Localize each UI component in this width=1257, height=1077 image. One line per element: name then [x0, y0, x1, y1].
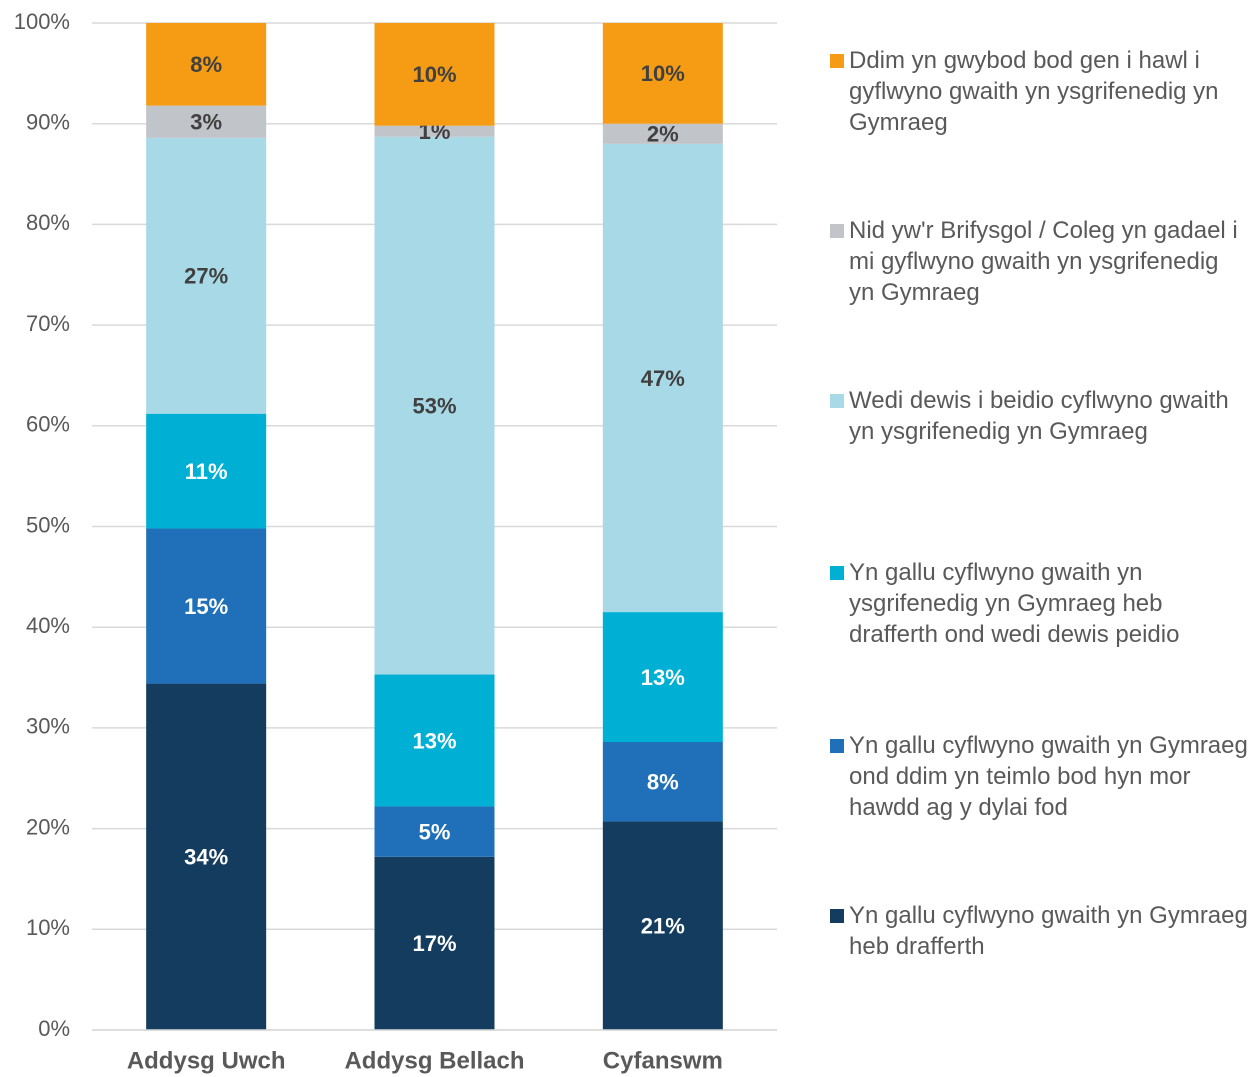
bar-segment: [374, 23, 495, 126]
y-tick-label: 100%: [14, 9, 70, 34]
legend-label: Yn gallu cyflwyno gwaith yn ysgrifenedig…: [849, 559, 1180, 648]
legend-swatch: [830, 394, 844, 408]
x-tick-label: Addysg Uwch: [127, 1047, 286, 1074]
y-tick-label: 0%: [38, 1016, 70, 1041]
y-tick-label: 40%: [26, 613, 70, 638]
x-tick-label: Cyfanswm: [603, 1047, 723, 1074]
bar-segment: [146, 683, 267, 1030]
y-tick-label: 90%: [26, 110, 70, 135]
legend-label: Yn gallu cyflwyno gwaith yn Gymraeg ond …: [849, 732, 1248, 821]
legend-entry: Ddim yn gwybod bod gen i hawl i gyflwyno…: [830, 45, 1250, 138]
data-label: 34%: [184, 845, 228, 870]
data-label: 17%: [412, 931, 456, 956]
bar-segment: [602, 821, 723, 1030]
y-tick-label: 70%: [26, 311, 70, 336]
data-label: 3%: [190, 109, 222, 134]
data-label: 53%: [412, 393, 456, 418]
y-tick-label: 50%: [26, 512, 70, 537]
bar-segment: [602, 143, 723, 613]
bar-segment: [602, 741, 723, 822]
bar-segment: [146, 137, 267, 414]
legend-swatch: [830, 909, 844, 923]
x-tick-label: Addysg Bellach: [344, 1047, 524, 1074]
data-label: 15%: [184, 594, 228, 619]
legend-entry: Yn gallu cyflwyno gwaith yn Gymraeg heb …: [830, 900, 1250, 962]
data-label: 10%: [641, 61, 685, 86]
data-label: 13%: [641, 665, 685, 690]
bar-segment: [374, 856, 495, 1030]
data-label: 21%: [641, 914, 685, 939]
y-tick-label: 20%: [26, 814, 70, 839]
bar-segment: [602, 23, 723, 124]
bar-segment: [146, 528, 267, 684]
data-label: 13%: [412, 728, 456, 753]
legend-label: Nid yw'r Brifysgol / Coleg yn gadael i m…: [849, 217, 1238, 306]
legend-entry: Wedi dewis i beidio cyflwyno gwaith yn y…: [830, 385, 1250, 447]
data-label: 27%: [184, 264, 228, 289]
bar-segment: [602, 123, 723, 144]
bar-segment: [146, 105, 267, 138]
bar-segment: [374, 136, 495, 675]
bar-segment: [146, 23, 267, 106]
data-label: 2%: [647, 122, 679, 147]
data-label: 5%: [419, 819, 451, 844]
bar-segment: [374, 806, 495, 857]
legend-entry: Yn gallu cyflwyno gwaith yn ysgrifenedig…: [830, 557, 1250, 650]
data-label: 10%: [412, 62, 456, 87]
legend-swatch: [830, 224, 844, 238]
legend-entry: Yn gallu cyflwyno gwaith yn Gymraeg ond …: [830, 730, 1250, 823]
legend-swatch: [830, 739, 844, 753]
legend-label: Wedi dewis i beidio cyflwyno gwaith yn y…: [849, 387, 1229, 445]
bar-segment: [374, 125, 495, 137]
legend-label: Ddim yn gwybod bod gen i hawl i gyflwyno…: [849, 47, 1219, 136]
data-label: 8%: [190, 52, 222, 77]
legend-entry: Nid yw'r Brifysgol / Coleg yn gadael i m…: [830, 215, 1250, 308]
y-tick-label: 10%: [26, 915, 70, 940]
legend-label: Yn gallu cyflwyno gwaith yn Gymraeg heb …: [849, 902, 1248, 960]
bar-segment: [374, 674, 495, 807]
data-label: 47%: [641, 366, 685, 391]
bar-segment: [602, 612, 723, 742]
y-tick-label: 30%: [26, 714, 70, 739]
legend-swatch: [830, 566, 844, 580]
data-label: 11%: [185, 459, 228, 484]
y-tick-label: 60%: [26, 412, 70, 437]
legend-swatch: [830, 54, 844, 68]
bar-segment: [146, 413, 267, 529]
data-label: 8%: [647, 770, 679, 795]
y-tick-label: 80%: [26, 210, 70, 235]
